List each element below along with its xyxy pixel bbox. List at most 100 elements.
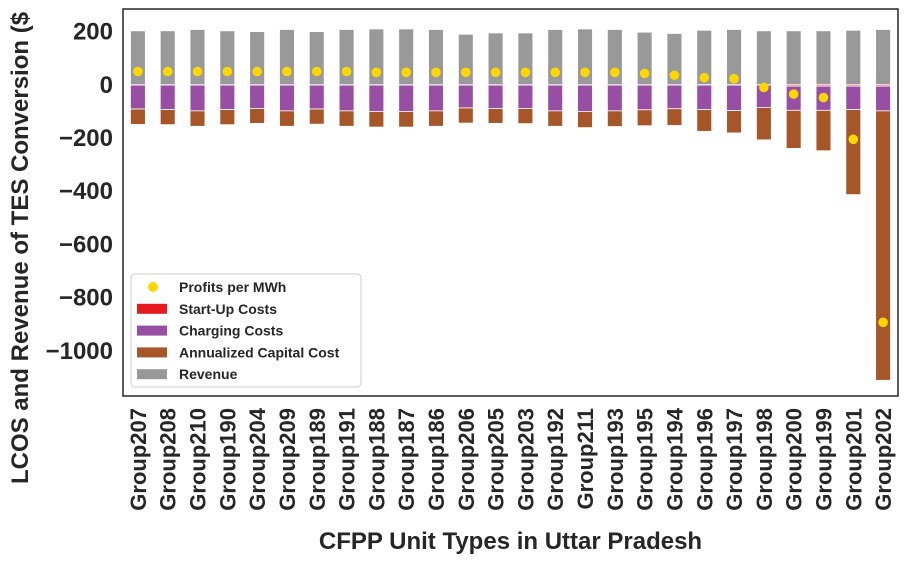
x-tick-label: Group194 — [662, 407, 687, 510]
x-tick-label: Group210 — [186, 408, 211, 511]
bar-annualized-capital-cost-group191 — [338, 110, 355, 127]
bar-charging-costs-group209 — [279, 84, 295, 112]
x-tick-label: Group189 — [305, 408, 330, 511]
point-profit-group188 — [371, 67, 382, 78]
y-tick-label: −400 — [59, 178, 113, 205]
bar-charging-costs-group208 — [159, 84, 176, 110]
bar-annualized-capital-cost-group198 — [756, 107, 772, 141]
point-profit-group186 — [431, 67, 441, 78]
bar-annualized-capital-cost-group188 — [368, 111, 385, 128]
bar-charging-costs-group205 — [487, 84, 504, 109]
point-profit-group196 — [699, 72, 710, 83]
bar-revenue-group190 — [219, 30, 236, 86]
x-tick-label: Group197 — [722, 408, 747, 511]
plot-frame — [122, 8, 899, 397]
y-tick-label: 0 — [100, 72, 113, 99]
x-tick-label: Group199 — [811, 408, 836, 511]
legend-label-charging-costs: Charging Costs — [179, 323, 283, 339]
bar-charging-costs-group207 — [130, 84, 146, 110]
bar-annualized-capital-cost-group192 — [547, 110, 564, 127]
bar-revenue-group189 — [308, 31, 325, 86]
point-profit-group210 — [192, 66, 203, 77]
bar-annualized-capital-cost-group195 — [636, 109, 653, 127]
bar-charging-costs-group191 — [338, 84, 355, 112]
point-profit-group205 — [490, 67, 501, 78]
bar-annualized-capital-cost-group200 — [785, 109, 802, 149]
point-profit-group194 — [669, 70, 680, 81]
bar-revenue-group208 — [159, 30, 176, 86]
x-tick-label: Group204 — [245, 407, 270, 510]
bar-charging-costs-group188 — [368, 84, 385, 112]
legend-swatch-profits-per-mwh — [148, 282, 158, 292]
bar-annualized-capital-cost-group204 — [249, 108, 265, 124]
x-axis-title: CFPP Unit Types in Uttar Pradesh — [319, 528, 702, 555]
bar-revenue-group200 — [785, 30, 802, 86]
x-tick-label: Group205 — [484, 408, 509, 511]
x-tick-label: Group190 — [215, 408, 240, 511]
y-tick-label: −800 — [59, 285, 113, 312]
x-tick-label: Group211 — [573, 408, 598, 509]
x-tick-label: Group192 — [543, 408, 568, 511]
bar-annualized-capital-cost-group186 — [428, 110, 444, 127]
bar-charging-costs-group196 — [696, 84, 713, 110]
legend-label-annualized-capital-cost: Annualized Capital Cost — [179, 344, 340, 360]
bar-annualized-capital-cost-group199 — [815, 109, 832, 152]
bar-annualized-capital-cost-group197 — [726, 110, 742, 134]
point-profit-group203 — [520, 67, 531, 78]
point-profit-group207 — [133, 66, 143, 77]
x-axis-ticks: Group207 Group208 Group210 Group190 Group204… — [126, 407, 896, 510]
point-profit-group193 — [610, 67, 620, 78]
x-tick-label: Group209 — [275, 408, 300, 511]
point-profit-group191 — [341, 66, 352, 77]
bar-charging-costs-group201 — [845, 85, 862, 110]
x-tick-label: Group200 — [782, 408, 807, 511]
x-tick-label: Group187 — [394, 408, 419, 511]
point-profit-group195 — [639, 68, 650, 79]
bar-annualized-capital-cost-group203 — [517, 108, 534, 125]
bar-revenue-group207 — [130, 30, 146, 86]
bar-charging-costs-group186 — [428, 84, 444, 112]
bar-charging-costs-group192 — [547, 84, 564, 112]
bar-charging-costs-group189 — [308, 84, 325, 110]
bar-annualized-capital-cost-group187 — [398, 111, 415, 128]
bar-charging-costs-group194 — [666, 84, 683, 110]
x-tick-label: Group186 — [424, 408, 449, 511]
bar-annualized-capital-cost-group190 — [219, 109, 236, 126]
x-tick-label: Group198 — [752, 408, 777, 511]
bar-annualized-capital-cost-group208 — [159, 109, 176, 126]
bar-charging-costs-group193 — [606, 84, 623, 112]
bar-charging-costs-group211 — [577, 84, 593, 112]
bar-revenue-group202 — [875, 29, 891, 86]
x-tick-label: Group208 — [156, 408, 181, 511]
x-tick-label: Group203 — [513, 408, 538, 511]
bar-annualized-capital-cost-group202 — [875, 110, 891, 381]
point-profit-group187 — [401, 67, 411, 78]
x-tick-label: Group191 — [335, 408, 360, 511]
point-profit-group206 — [460, 67, 471, 78]
x-tick-label: Group188 — [364, 408, 389, 511]
bar-revenue-group204 — [249, 31, 265, 86]
bar-revenue-group201 — [845, 29, 862, 86]
x-tick-label: Group206 — [454, 408, 479, 511]
bar-charging-costs-group204 — [249, 84, 265, 109]
legend-label-revenue: Revenue — [179, 366, 238, 382]
bar-annualized-capital-cost-group206 — [457, 107, 474, 124]
bars-layer — [130, 28, 891, 381]
y-tick-label: 200 — [73, 19, 113, 46]
point-profit-group198 — [759, 82, 769, 93]
point-profit-group209 — [282, 66, 292, 77]
bar-charging-costs-group203 — [517, 84, 534, 109]
x-tick-label: Group201 — [841, 408, 866, 511]
bar-revenue-group209 — [279, 29, 295, 86]
point-profit-group208 — [162, 66, 173, 77]
point-profit-group192 — [550, 67, 561, 78]
y-tick-label: −200 — [59, 125, 113, 152]
x-tick-label: Group202 — [871, 408, 896, 511]
point-profit-group200 — [788, 89, 799, 99]
legend-swatch-revenue — [137, 369, 167, 380]
bar-charging-costs-group206 — [457, 84, 474, 109]
point-profit-group204 — [252, 66, 262, 77]
x-tick-label: Group196 — [692, 408, 717, 511]
bar-revenue-group199 — [815, 30, 832, 86]
